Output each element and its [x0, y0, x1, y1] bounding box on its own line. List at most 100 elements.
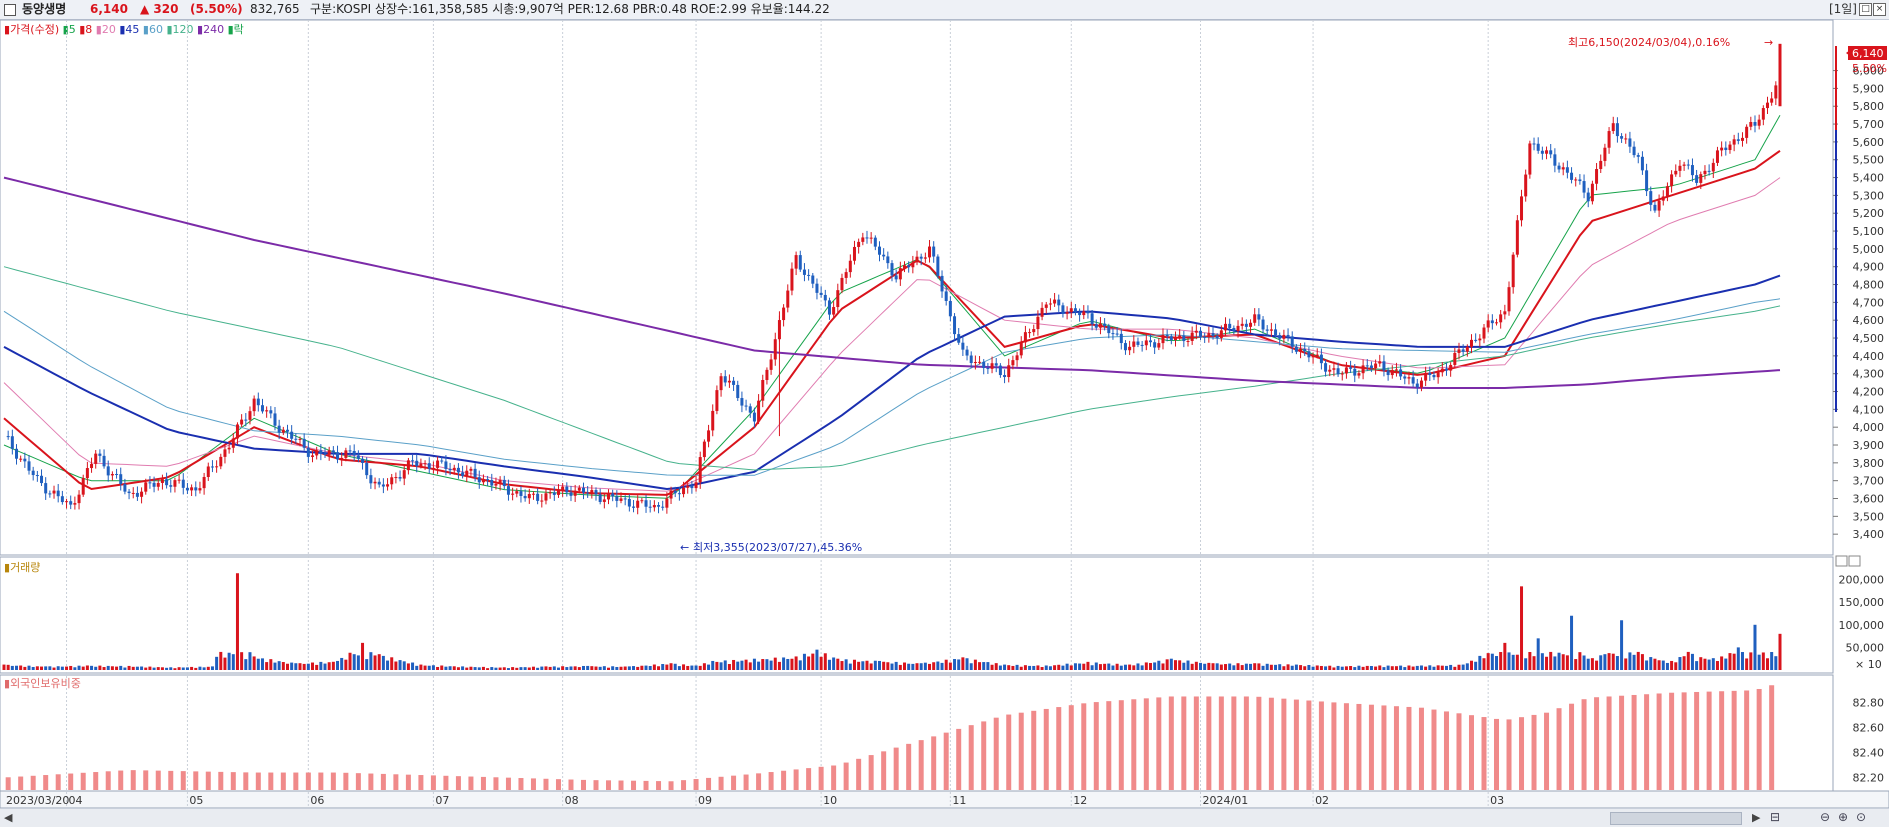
volume-bar [315, 664, 319, 670]
close-icon[interactable]: × [1873, 3, 1886, 16]
last-price-tag [1848, 46, 1887, 60]
volume-panel-maximize-icon[interactable] [1835, 555, 1848, 567]
volume-bar [1190, 663, 1194, 670]
zoom-out-icon[interactable]: ⊖ [1820, 810, 1831, 824]
scrollbar-thumb[interactable] [1610, 812, 1742, 825]
volume-bar [1115, 663, 1119, 670]
volume-bar [390, 657, 394, 670]
candle-body [961, 342, 965, 350]
volume-bar [1244, 663, 1248, 670]
candle-body [1215, 335, 1219, 338]
volume-bar [777, 661, 781, 670]
volume-bar [969, 663, 973, 670]
volume-bar [294, 663, 298, 670]
volume-bar [206, 666, 210, 670]
candle-body [1249, 322, 1253, 327]
volume-bar [1707, 659, 1711, 670]
ma-legend-8[interactable]: ▮8 [79, 23, 93, 36]
volume-bar [1294, 664, 1298, 670]
foreign-ratio-bar [1656, 693, 1662, 790]
volume-axis: 200,000 150,000 100,000 50,000 [1839, 574, 1885, 655]
lock-legend[interactable]: ▮락 [227, 23, 244, 36]
candle-body [23, 458, 27, 462]
volume-bar [173, 668, 177, 670]
volume-bar [1319, 665, 1323, 670]
foreign-ratio-bar [1456, 713, 1462, 790]
scroll-left-icon[interactable]: ◀ [4, 811, 13, 824]
volume-bar [527, 667, 531, 670]
volume-bar [861, 661, 865, 670]
candle-body [469, 468, 473, 471]
volume-panel-close-icon[interactable] [1848, 555, 1861, 567]
candle-body [1003, 375, 1007, 378]
volume-bar [823, 653, 827, 670]
maximize-icon[interactable]: □ [1859, 3, 1872, 16]
price-tick-label: 4,400 [1853, 350, 1885, 363]
price-tick-label: 5,600 [1853, 136, 1885, 149]
foreign-ratio-bar [1256, 696, 1262, 790]
foreign-ratio-bar [1519, 717, 1525, 790]
stock-chart[interactable]: 6,000 5,900 5,800 5,700 5,600 5,500 5,400 5,300… [0, 0, 1889, 808]
candle-body [869, 237, 873, 239]
candle-body [252, 398, 256, 412]
foreign-ratio-bar [681, 780, 687, 790]
volume-bar [1753, 624, 1757, 670]
candle-body [761, 379, 765, 401]
candle-body [1678, 165, 1682, 171]
volume-bar [932, 662, 936, 670]
ma-legend-240[interactable]: ▮240 [197, 23, 225, 36]
scroll-right-icon[interactable]: ▶ [1752, 811, 1761, 824]
foreign-ratio-bar [893, 747, 899, 790]
foreign-ratio-bar [1406, 706, 1412, 790]
zoom-in-icon[interactable]: ⊕ [1838, 810, 1849, 824]
candle-body [540, 500, 544, 502]
select-checkbox[interactable] [4, 4, 16, 16]
range-slider-icon[interactable]: ⊟ [1770, 810, 1781, 824]
period-selector[interactable]: [1일] [1828, 2, 1857, 16]
candle-body [394, 477, 398, 479]
foreign-ratio-bar [1218, 696, 1224, 790]
volume-bar [44, 666, 48, 670]
volume-bar [602, 666, 606, 670]
ma-legend-120[interactable]: ▮120 [166, 23, 194, 36]
candle-body [65, 501, 69, 503]
volume-bar [1632, 654, 1636, 670]
volume-bar [1603, 654, 1607, 670]
volume-bar [611, 666, 615, 670]
candle-body [302, 438, 306, 448]
price-tick-label: 5,300 [1853, 189, 1885, 202]
high-annotation: 최고6,150(2024/03/04),0.16% [1568, 36, 1730, 49]
ma-legend-45[interactable]: ▮45 [119, 23, 140, 36]
zoom-reset-icon[interactable]: ⊙ [1856, 810, 1867, 824]
volume-bar [415, 665, 419, 670]
candle-body [135, 492, 139, 497]
volume-bar [1545, 656, 1549, 670]
candle-body [944, 291, 948, 301]
horizontal-scrollbar[interactable]: ◀ ▶ ⊟ ⊖ ⊕ ⊙ [0, 808, 1889, 827]
volume-panel-label: ▮거래량 [4, 561, 41, 574]
ma-legend-5[interactable]: ▮5 [62, 23, 76, 36]
candle-body [1624, 138, 1628, 140]
volume-bar [319, 661, 323, 670]
candle-body [1019, 342, 1023, 356]
ma-legend-60[interactable]: ▮60 [142, 23, 163, 36]
foreign-ratio-bar [255, 772, 261, 790]
volume-bar [1432, 666, 1436, 670]
ma-legend-20[interactable]: ▮20 [95, 23, 116, 36]
candle-body [1065, 312, 1069, 314]
volume-bar [1574, 659, 1578, 670]
date-tick-label: 07 [435, 794, 449, 807]
foreign-ratio-bar [1156, 697, 1162, 790]
candle-body [1665, 186, 1669, 197]
volume-bar [106, 665, 110, 670]
candle-body [715, 390, 719, 411]
foreign-ratio-bar [1043, 708, 1049, 790]
volume-bar [1411, 666, 1415, 670]
date-tick-label: 05 [189, 794, 203, 807]
price-axis: 6,000 5,900 5,800 5,700 5,600 5,500 5,400 5,300… [1833, 65, 1885, 541]
volume-bar [915, 663, 919, 670]
candle-body [281, 429, 285, 433]
candle-body [235, 424, 239, 439]
volume-bar [1611, 653, 1615, 670]
volume-bar [1148, 662, 1152, 670]
